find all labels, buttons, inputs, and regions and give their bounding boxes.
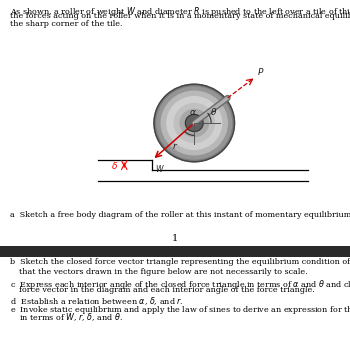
Text: $\delta$: $\delta$ (111, 160, 118, 171)
Text: force vector in the diagram and each interior angle of the force triangle.: force vector in the diagram and each int… (19, 286, 315, 294)
Circle shape (186, 115, 202, 131)
Text: c  Express each interior angle of the closed force triangle in terms of $\alpha$: c Express each interior angle of the clo… (10, 278, 350, 291)
Text: $P$: $P$ (257, 66, 265, 77)
Circle shape (167, 97, 222, 149)
Text: $\alpha$: $\alpha$ (189, 108, 197, 117)
Text: 1: 1 (172, 234, 178, 243)
Text: that the vectors drawn in the figure below are not necessarily to scale.: that the vectors drawn in the figure bel… (19, 268, 308, 276)
Text: the sharp corner of the tile.: the sharp corner of the tile. (10, 20, 123, 28)
Circle shape (157, 87, 232, 159)
Text: the forces acting on the roller when it is in a momentary state of mechanical eq: the forces acting on the roller when it … (10, 12, 350, 21)
Text: in terms of $W$, $r$, $\delta$, and $\theta$.: in terms of $W$, $r$, $\delta$, and $\th… (19, 311, 124, 323)
Circle shape (180, 110, 208, 136)
Text: d  Establish a relation between $\alpha$, $\delta$, and $r$.: d Establish a relation between $\alpha$,… (10, 295, 184, 307)
Text: b  Sketch the closed force vector triangle representing the equilibrium conditio: b Sketch the closed force vector triangl… (10, 258, 350, 267)
Text: $r$: $r$ (173, 141, 179, 151)
Text: As shown, a roller of weight $W$ and diameter $R$ is pushed to the left over a t: As shown, a roller of weight $W$ and dia… (10, 5, 350, 18)
Text: e  Invoke static equilibrium and apply the law of sines to derive an expression : e Invoke static equilibrium and apply th… (10, 303, 350, 316)
Text: $\theta$: $\theta$ (210, 106, 217, 117)
Circle shape (186, 115, 203, 131)
Circle shape (161, 91, 227, 155)
Bar (0, 246, 350, 257)
Text: a  Sketch a free body diagram of the roller at this instant of momentary equilib: a Sketch a free body diagram of the roll… (10, 211, 350, 219)
Circle shape (174, 104, 214, 142)
Circle shape (154, 84, 234, 162)
Text: $W$: $W$ (155, 163, 165, 175)
